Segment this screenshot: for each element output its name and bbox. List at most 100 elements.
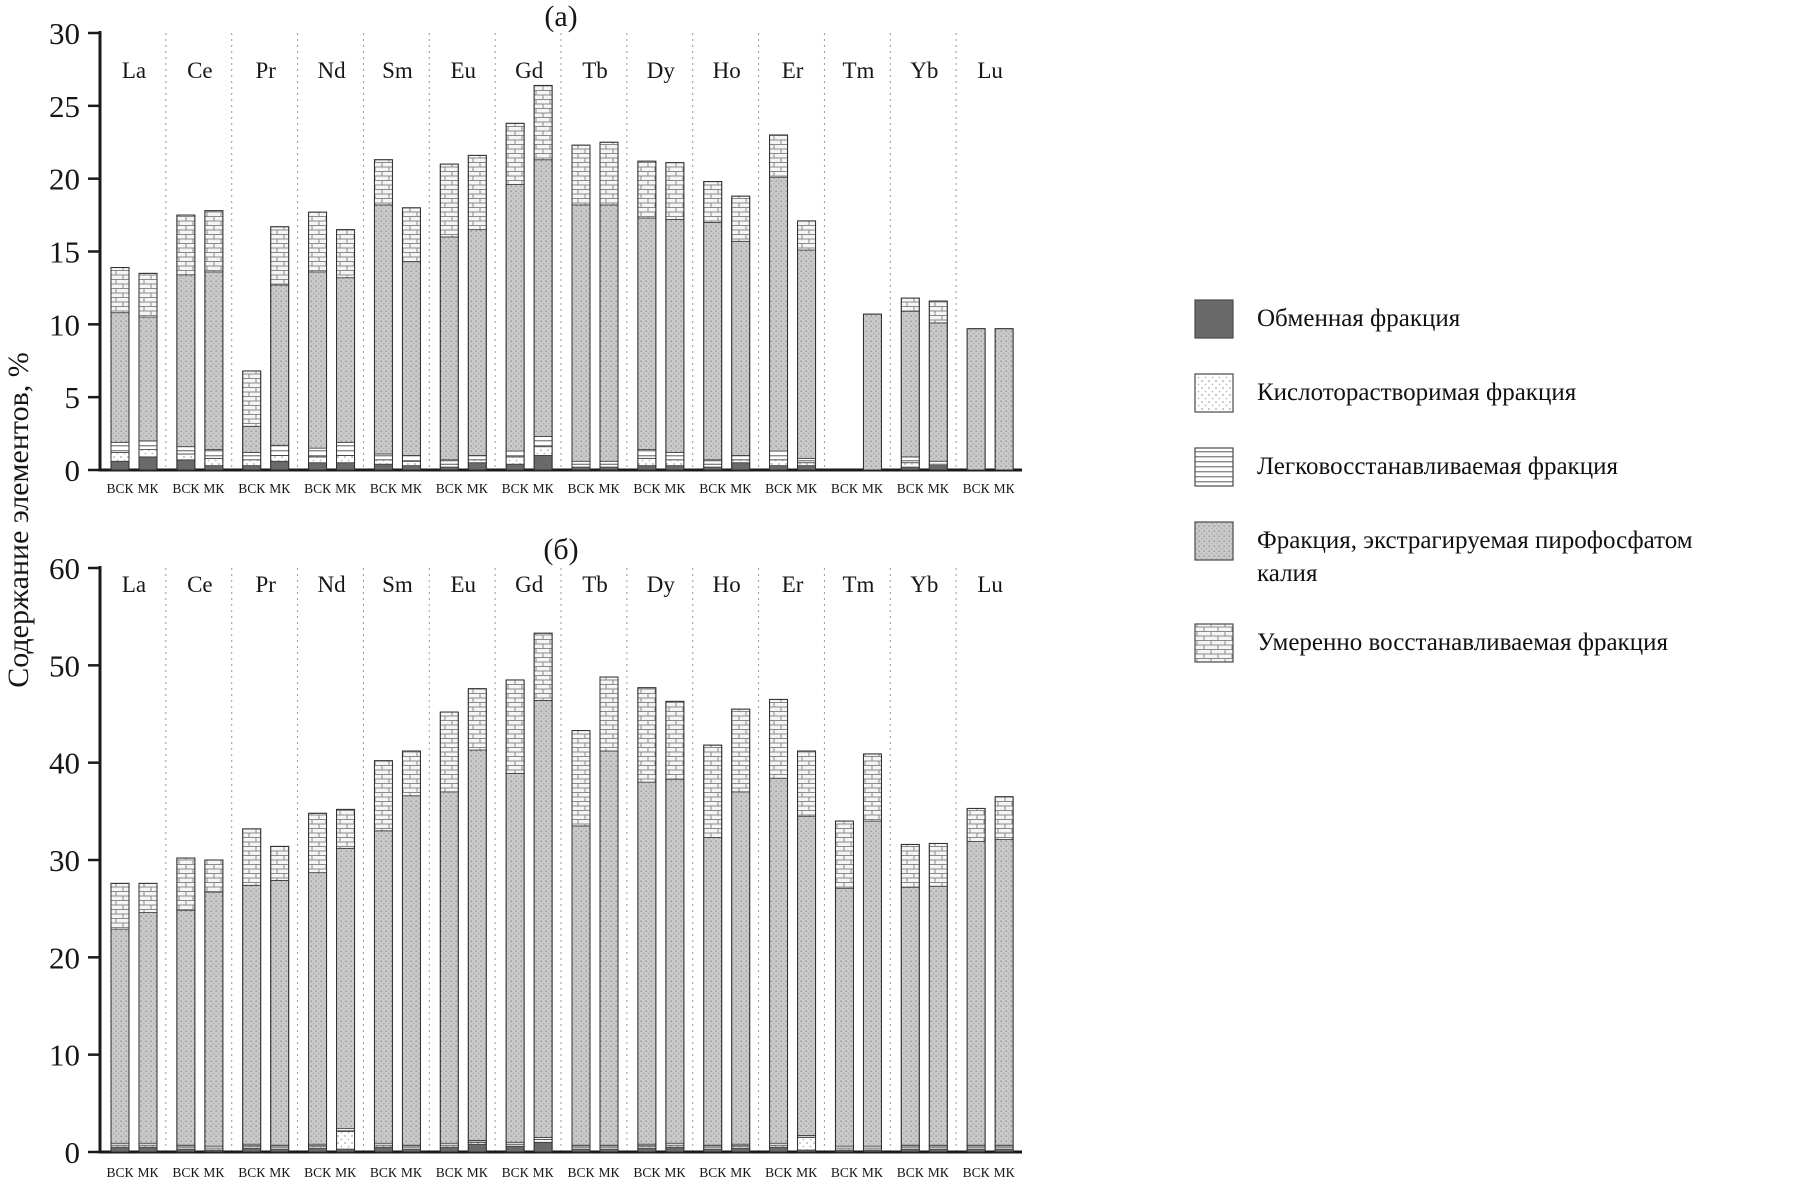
bar-outline: [703, 181, 723, 471]
chart-text: Nd: [318, 58, 347, 83]
bar-segment: [571, 730, 591, 827]
bar-segment: [402, 795, 421, 1146]
bar-segment: [703, 221, 723, 461]
bar-segment: [467, 229, 487, 456]
chart-text: МК: [203, 1165, 225, 1180]
bar-segment: [439, 791, 459, 1144]
bar-segment: [533, 446, 553, 456]
bar-segment: [637, 1147, 657, 1153]
bar-segment: [308, 812, 327, 874]
bar-segment: [138, 272, 158, 318]
bar-segment: [270, 460, 290, 471]
legend-label-easily-reducible: Легковосстанавливаемая фракция: [1257, 453, 1618, 480]
bar-segment: [637, 449, 657, 459]
bar-segment: [402, 460, 421, 467]
bar-segment: [769, 450, 788, 461]
bar-segment: [110, 441, 130, 453]
bar-segment: [467, 459, 487, 464]
chart-text: 20: [49, 940, 80, 975]
chart-text: Yb: [910, 58, 938, 83]
bar-outline: [599, 141, 619, 471]
legend-swatch-easily-reducible-icon: [1194, 447, 1234, 487]
bar-segment: [505, 1145, 525, 1153]
bar-segment: [336, 441, 355, 456]
bar-segment: [204, 449, 224, 459]
bar-segment: [110, 452, 130, 462]
bar-segment: [665, 465, 685, 471]
bar-segment: [571, 825, 591, 1146]
bar-segment: [797, 249, 816, 459]
chart-text: Gd: [515, 572, 544, 597]
bar-segment: [637, 687, 657, 783]
chart-text: Pr: [255, 58, 276, 83]
bar-segment: [731, 791, 751, 1145]
bar-segment: [505, 463, 525, 471]
chart-text: МК: [598, 1165, 620, 1180]
bar-segment: [374, 830, 393, 1144]
bar-outline: [336, 229, 356, 471]
bar-outline: [637, 687, 657, 1153]
bar-segment: [599, 750, 619, 1146]
bar-segment: [336, 1128, 355, 1132]
chart-text: МК: [137, 1165, 159, 1180]
chart-text: ВСК: [238, 481, 266, 496]
chart-text: Gd: [515, 58, 544, 83]
chart-text: ВСК: [963, 481, 991, 496]
bar-segment: [731, 240, 751, 456]
bar-segment: [374, 760, 393, 832]
bar-segment: [176, 214, 196, 276]
bar-segment: [863, 820, 882, 1147]
bar-segment: [863, 753, 882, 822]
chart-text: 20: [49, 162, 80, 197]
bar-segment: [176, 274, 196, 448]
bar-segment: [599, 463, 619, 468]
bar-outline: [467, 688, 487, 1153]
bar-outline: [665, 162, 685, 471]
chart-text: ВСК: [897, 1165, 925, 1180]
bar-segment: [242, 1147, 262, 1153]
chart-text: ВСК: [699, 481, 727, 496]
bar-outline: [797, 220, 817, 471]
chart-text: 15: [49, 235, 80, 270]
bar-segment: [703, 459, 723, 465]
bar-segment: [439, 236, 459, 461]
bar-segment: [637, 465, 657, 471]
chart-text: 10: [49, 307, 80, 342]
bar-segment: [204, 465, 224, 471]
chart-text: Sm: [382, 58, 413, 83]
bar-outline: [401, 750, 421, 1153]
bar-segment: [336, 1131, 355, 1150]
bar-segment: [439, 163, 459, 238]
bar-segment: [665, 459, 685, 467]
bar-segment: [336, 847, 355, 1130]
chart-text: МК: [862, 481, 884, 496]
bar-outline: [176, 857, 196, 1153]
bar-outline: [467, 154, 487, 471]
bar-segment: [533, 85, 553, 161]
bar-segment: [900, 310, 920, 458]
chart-text: Eu: [451, 58, 477, 83]
bar-segment: [637, 781, 657, 1145]
bar-segment: [110, 460, 130, 471]
bar-segment: [467, 688, 487, 751]
chart-text: МК: [335, 1165, 357, 1180]
bar-segment: [402, 465, 421, 471]
bar-outline: [533, 632, 553, 1153]
bar-segment: [731, 1147, 751, 1153]
bar-segment: [571, 204, 591, 462]
legend-item-exchange: Обменная фракция: [1193, 298, 1803, 340]
bar-segment: [204, 271, 224, 451]
bar-segment: [731, 708, 751, 793]
bar-outline: [769, 698, 789, 1153]
chart-text: ВСК: [304, 1165, 332, 1180]
bar-segment: [402, 261, 421, 456]
bar-outline: [110, 267, 130, 471]
chart-text: Er: [782, 58, 804, 83]
y-axis-label: Содержание элементов, %: [2, 352, 35, 688]
bar-outline: [373, 159, 393, 471]
legend-item-easily-reducible: Легковосстанавливаемая фракция: [1193, 446, 1803, 488]
bar-outline: [862, 753, 882, 1153]
chart-text: 30: [49, 16, 80, 51]
bar-segment: [402, 207, 421, 263]
bar-segment: [374, 463, 393, 471]
